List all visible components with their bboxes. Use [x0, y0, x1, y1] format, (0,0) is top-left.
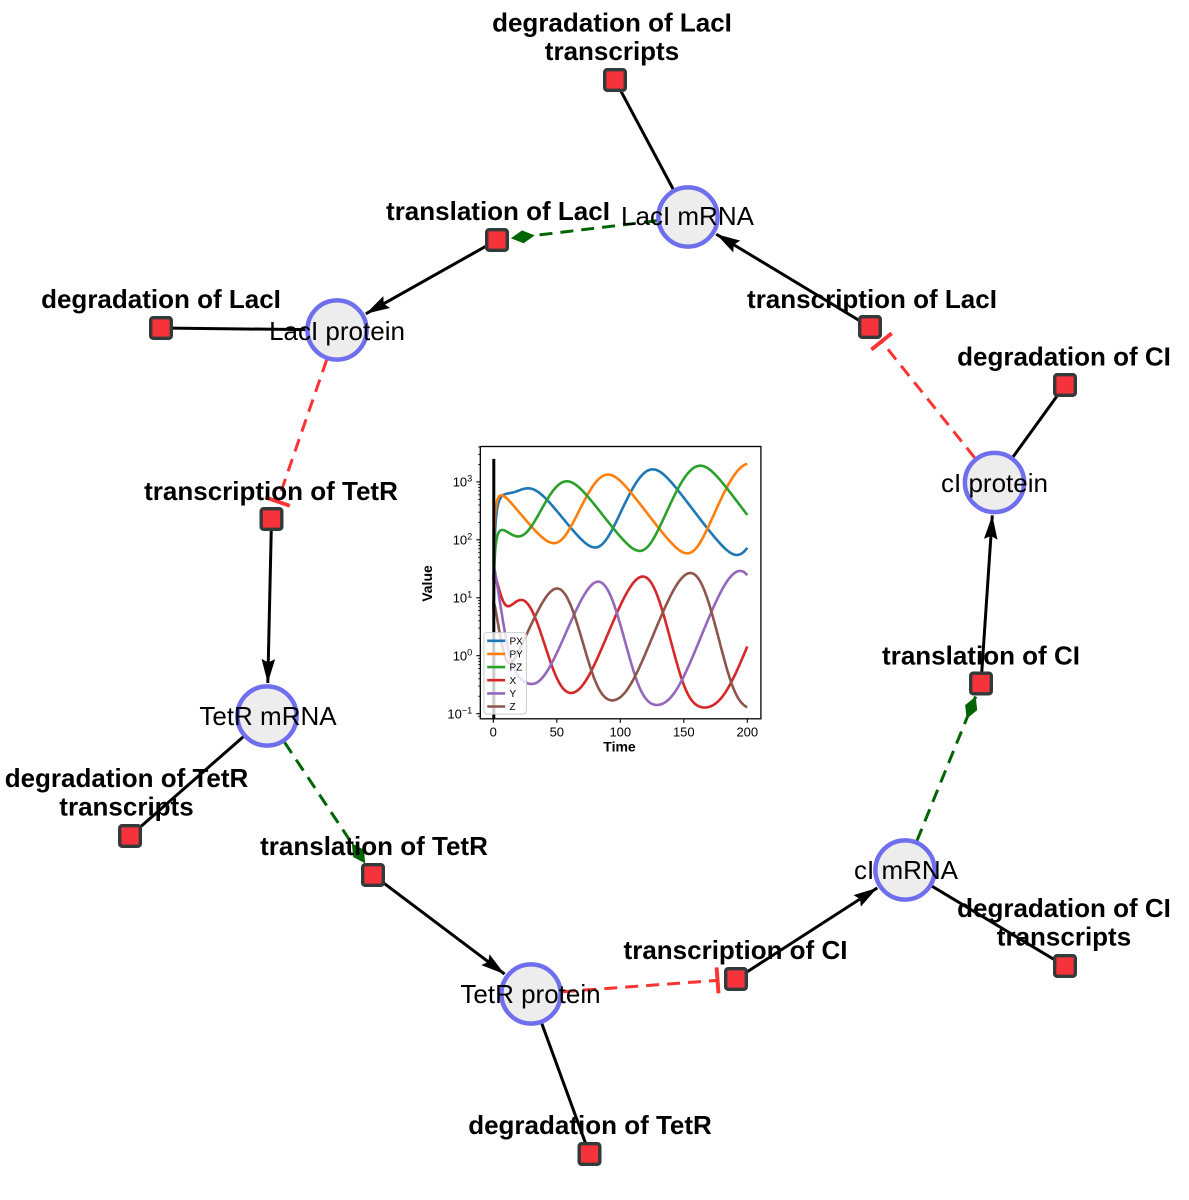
- svg-text:Value: Value: [419, 565, 435, 602]
- svg-text:LacI mRNA: LacI mRNA: [621, 201, 755, 231]
- svg-text:transcription of TetR: transcription of TetR: [144, 476, 398, 506]
- svg-text:Y: Y: [510, 689, 517, 700]
- svg-text:transcripts: transcripts: [997, 922, 1131, 952]
- svg-text:transcription of LacI: transcription of LacI: [747, 284, 997, 314]
- svg-text:PX: PX: [510, 636, 524, 647]
- svg-text:translation of CI: translation of CI: [882, 641, 1080, 671]
- svg-text:cI protein: cI protein: [941, 468, 1048, 498]
- svg-text:cI mRNA: cI mRNA: [854, 855, 959, 885]
- svg-text:Time: Time: [603, 739, 636, 755]
- svg-text:0: 0: [490, 724, 497, 739]
- svg-text:150: 150: [673, 724, 695, 739]
- svg-text:translation of LacI: translation of LacI: [386, 196, 610, 226]
- svg-text:degradation of CI: degradation of CI: [957, 893, 1171, 923]
- svg-text:translation of TetR: translation of TetR: [260, 831, 488, 861]
- svg-text:Z: Z: [510, 702, 516, 713]
- svg-text:transcription of CI: transcription of CI: [624, 935, 848, 965]
- svg-text:X: X: [510, 676, 517, 687]
- svg-text:degradation of LacI: degradation of LacI: [492, 8, 732, 38]
- svg-text:200: 200: [736, 724, 758, 739]
- svg-text:PY: PY: [510, 649, 524, 660]
- svg-text:degradation of CI: degradation of CI: [957, 342, 1171, 372]
- svg-text:100: 100: [609, 724, 631, 739]
- svg-text:transcripts: transcripts: [545, 36, 679, 66]
- svg-text:50: 50: [550, 724, 564, 739]
- svg-text:LacI protein: LacI protein: [269, 316, 405, 346]
- svg-text:TetR protein: TetR protein: [460, 979, 600, 1009]
- svg-text:degradation of LacI: degradation of LacI: [41, 284, 281, 314]
- svg-text:TetR mRNA: TetR mRNA: [199, 701, 337, 731]
- svg-text:transcripts: transcripts: [59, 792, 193, 822]
- svg-text:PZ: PZ: [510, 663, 523, 674]
- svg-text:degradation of TetR: degradation of TetR: [468, 1110, 712, 1140]
- svg-text:degradation of TetR: degradation of TetR: [5, 763, 249, 793]
